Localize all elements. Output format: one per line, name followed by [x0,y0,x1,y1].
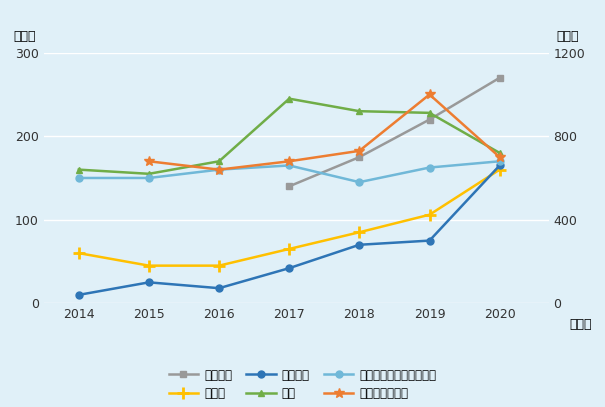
フランス [356,155,363,160]
Legend: フランス, ドイツ, イタリア, 米国, オーストラリア（右軸）, カナダ（右軸）: フランス, ドイツ, イタリア, 米国, オーストラリア（右軸）, カナダ（右軸… [164,364,441,405]
Text: （件）: （件） [13,30,36,43]
ドイツ [215,263,223,268]
イタリア [75,292,82,297]
カナダ（右軸） [286,159,293,164]
Line: 米国: 米国 [76,95,503,177]
米国 [356,109,363,114]
Text: （年）: （年） [569,318,592,331]
Text: （件）: （件） [557,30,579,43]
カナダ（右軸） [426,92,433,97]
米国 [496,151,503,155]
Line: オーストラリア（右軸）: オーストラリア（右軸） [76,158,503,186]
オーストラリア（右軸） [356,180,363,185]
米国 [145,171,152,176]
米国 [286,96,293,101]
フランス [286,184,293,189]
カナダ（右軸） [145,159,152,164]
オーストラリア（右軸） [145,175,152,180]
オーストラリア（右軸） [286,163,293,168]
Line: ドイツ: ドイツ [73,164,505,271]
Line: カナダ（右軸）: カナダ（右軸） [144,90,505,175]
イタリア [215,286,223,291]
オーストラリア（右軸） [426,165,433,170]
フランス [496,75,503,80]
米国 [426,110,433,115]
ドイツ [75,251,82,256]
オーストラリア（右軸） [496,159,503,164]
イタリア [145,280,152,285]
フランス [426,117,433,122]
イタリア [426,238,433,243]
ドイツ [286,247,293,252]
Line: フランス: フランス [286,74,503,190]
オーストラリア（右軸） [75,175,82,180]
ドイツ [426,212,433,217]
米国 [215,159,223,164]
カナダ（右軸） [215,167,223,172]
ドイツ [496,167,503,172]
オーストラリア（右軸） [215,167,223,172]
ドイツ [356,230,363,235]
イタリア [496,163,503,168]
カナダ（右軸） [356,149,363,153]
米国 [75,167,82,172]
イタリア [356,242,363,247]
ドイツ [145,263,152,268]
Line: イタリア: イタリア [76,162,503,298]
カナダ（右軸） [496,155,503,160]
イタリア [286,266,293,271]
